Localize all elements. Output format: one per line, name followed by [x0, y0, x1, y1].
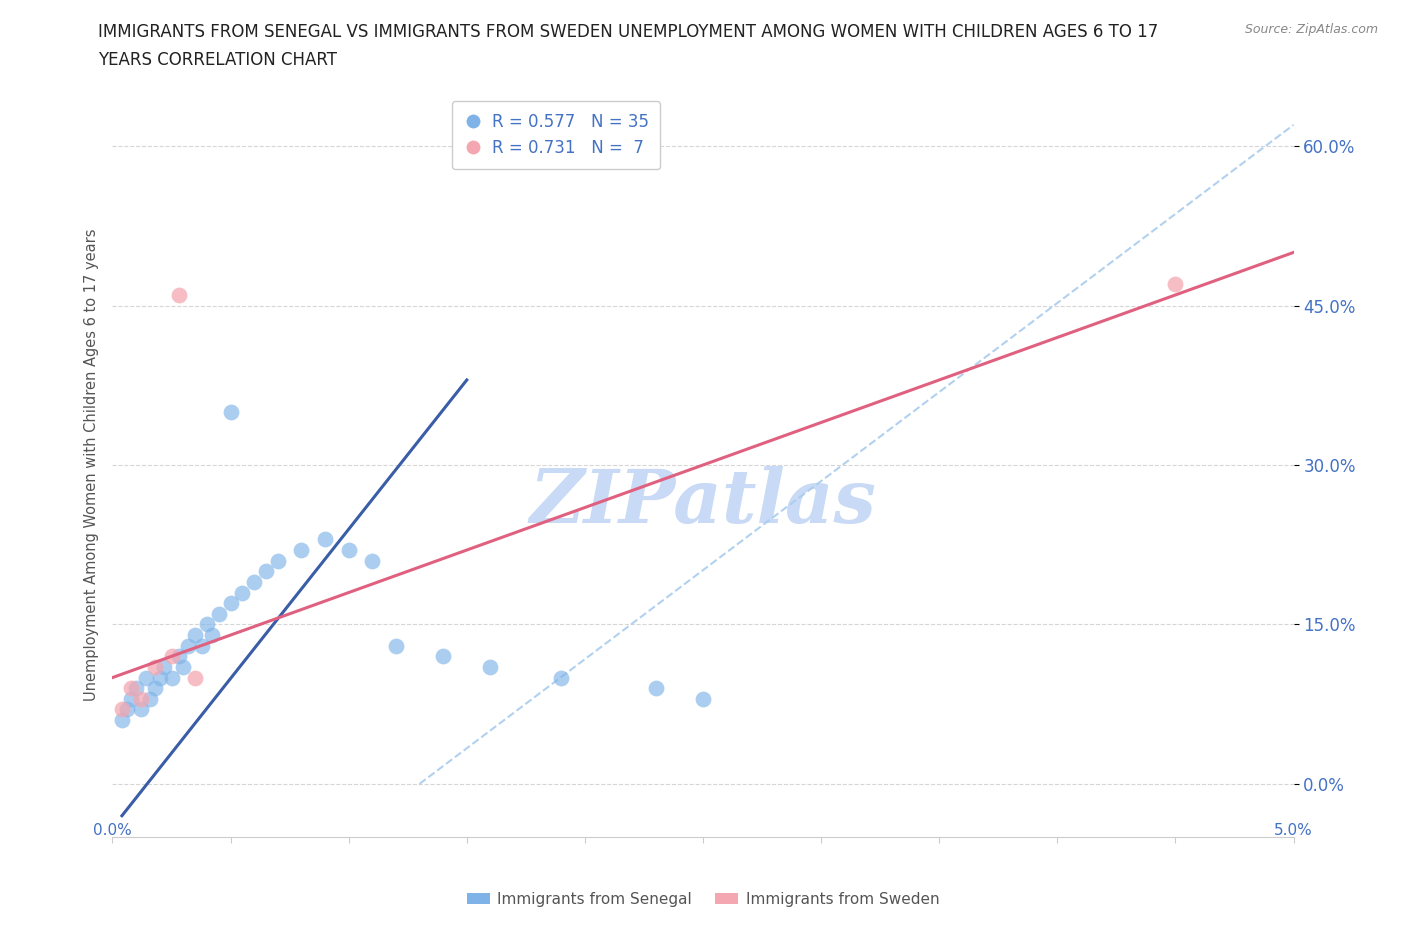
Point: [219, 405, 242, 419]
Text: 5.0%: 5.0%: [1274, 823, 1313, 838]
Point: [201, 628, 224, 643]
Point: [120, 681, 142, 696]
Point: [125, 681, 148, 696]
Point: [167, 287, 190, 302]
Point: [115, 702, 138, 717]
Text: IMMIGRANTS FROM SENEGAL VS IMMIGRANTS FROM SWEDEN UNEMPLOYMENT AMONG WOMEN WITH : IMMIGRANTS FROM SENEGAL VS IMMIGRANTS FR…: [98, 23, 1159, 41]
Point: [692, 691, 714, 706]
Point: [254, 564, 277, 578]
Legend: R = 0.577   N = 35, R = 0.731   N =  7: R = 0.577 N = 35, R = 0.731 N = 7: [451, 101, 661, 169]
Point: [184, 671, 207, 685]
Point: [231, 585, 253, 600]
Point: [385, 638, 408, 653]
Point: [550, 671, 572, 685]
Point: [191, 638, 214, 653]
Point: [314, 532, 336, 547]
Point: [290, 542, 312, 557]
Point: [167, 649, 190, 664]
Point: [143, 659, 166, 674]
Point: [361, 553, 384, 568]
Point: [337, 542, 360, 557]
Text: 0.0%: 0.0%: [93, 823, 132, 838]
Point: [120, 691, 142, 706]
Point: [195, 617, 218, 631]
Point: [432, 649, 454, 664]
Point: [1164, 277, 1187, 292]
Point: [129, 691, 152, 706]
Text: ZIPatlas: ZIPatlas: [530, 466, 876, 538]
Point: [172, 659, 194, 674]
Point: [219, 596, 242, 611]
Y-axis label: Unemployment Among Women with Children Ages 6 to 17 years: Unemployment Among Women with Children A…: [83, 229, 98, 701]
Point: [208, 606, 231, 621]
Point: [149, 671, 172, 685]
Point: [139, 691, 162, 706]
Point: [243, 575, 266, 590]
Point: [479, 659, 502, 674]
Point: [160, 649, 183, 664]
Point: [184, 628, 207, 643]
Legend: Immigrants from Senegal, Immigrants from Sweden: Immigrants from Senegal, Immigrants from…: [461, 886, 945, 913]
Point: [111, 702, 134, 717]
Text: YEARS CORRELATION CHART: YEARS CORRELATION CHART: [98, 51, 337, 69]
Point: [267, 553, 290, 568]
Point: [177, 638, 200, 653]
Point: [644, 681, 666, 696]
Point: [143, 681, 166, 696]
Text: Source: ZipAtlas.com: Source: ZipAtlas.com: [1244, 23, 1378, 36]
Point: [129, 702, 152, 717]
Point: [111, 712, 134, 727]
Point: [135, 671, 157, 685]
Point: [160, 671, 183, 685]
Point: [153, 659, 176, 674]
